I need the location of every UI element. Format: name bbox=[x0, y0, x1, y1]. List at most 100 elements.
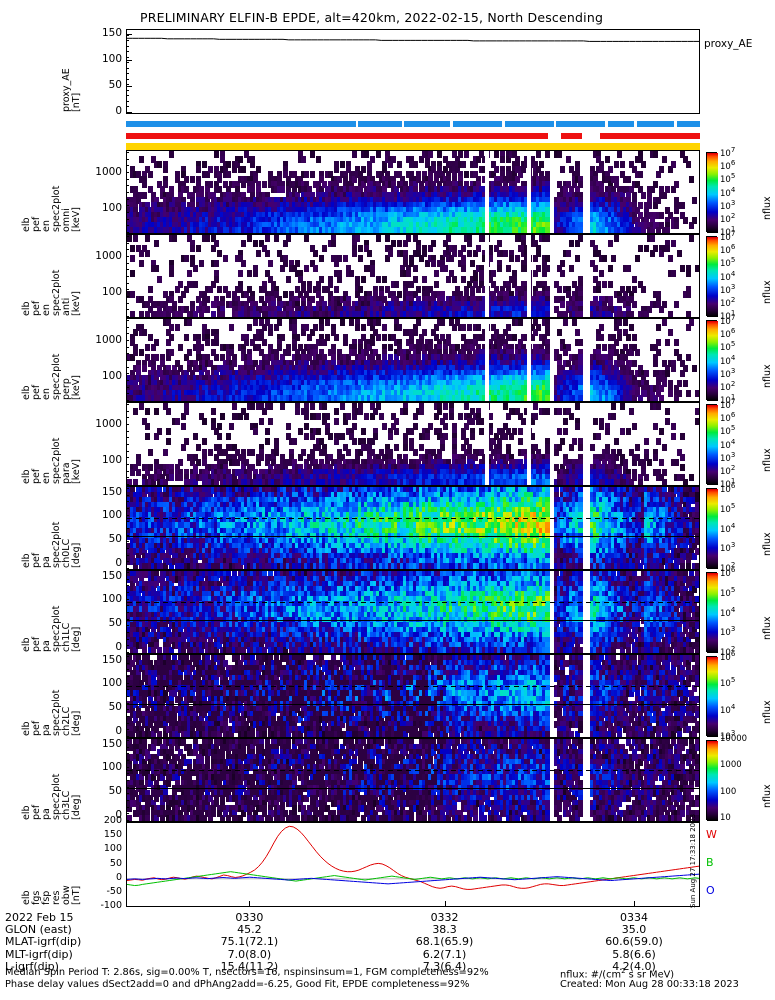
ytick-label: 150 bbox=[101, 485, 122, 498]
ytick-minor bbox=[126, 605, 129, 607]
ytick-minor bbox=[126, 689, 129, 691]
proxy-ae-line-plot bbox=[127, 30, 699, 113]
axis-label-line: [keV] bbox=[71, 291, 82, 316]
ytick-minor bbox=[126, 45, 129, 47]
colorbar bbox=[706, 488, 718, 569]
ytick-minor bbox=[126, 786, 129, 788]
xaxis-value: 7.3(6.4) bbox=[422, 959, 467, 973]
ytick-minor bbox=[126, 100, 129, 102]
ytick-minor bbox=[126, 632, 129, 633]
ytick-minor bbox=[126, 296, 129, 297]
spectrogram-image bbox=[127, 403, 699, 485]
page-title: PRELIMINARY ELFIN-B EPDE, alt=420km, 202… bbox=[140, 10, 604, 25]
ytick-minor bbox=[126, 457, 129, 459]
colorbar-tick-label: 101 bbox=[720, 477, 736, 490]
colorbar-tick-label: 104 bbox=[720, 521, 736, 535]
xtick-mark bbox=[249, 901, 251, 907]
colorbar-tick-label: 107 bbox=[720, 314, 736, 327]
colorbar-title: nflux bbox=[762, 784, 773, 808]
ytick-label: -100 bbox=[100, 900, 122, 911]
ytick-minor bbox=[126, 669, 129, 671]
colorbar-tick-label: 104 bbox=[720, 269, 736, 283]
ytick-mark bbox=[126, 60, 132, 62]
energy-spectrogram-panel bbox=[126, 234, 700, 318]
ytick-minor bbox=[126, 326, 129, 328]
ytick-minor bbox=[126, 702, 129, 704]
ytick-minor bbox=[126, 112, 129, 113]
fgm-legend-b: B bbox=[706, 856, 714, 869]
yellow-status-bar bbox=[126, 143, 700, 150]
footer-left-line1: Median Spin Period T: 2.86s, sig=0.00% T… bbox=[5, 967, 489, 978]
colorbar-tick-label: 101 bbox=[720, 309, 736, 322]
ytick-minor bbox=[126, 225, 129, 227]
status-bar-gap bbox=[547, 133, 562, 139]
ytick-minor bbox=[126, 736, 129, 737]
ytick-minor bbox=[126, 289, 129, 291]
ytick-minor bbox=[126, 185, 129, 187]
ytick-minor bbox=[126, 645, 129, 647]
axis-label-line: [deg] bbox=[71, 794, 82, 820]
ytick-minor bbox=[126, 753, 129, 755]
ytick-minor bbox=[126, 484, 129, 485]
colorbar-tick-label: 105 bbox=[720, 256, 736, 270]
xaxis-value: 4.2(4.0) bbox=[612, 959, 656, 973]
status-bar-gap bbox=[450, 121, 454, 127]
xaxis-value: 60.6(59.0) bbox=[605, 935, 663, 949]
colorbar-tick-label: 105 bbox=[720, 424, 736, 438]
footer-right-line1: nflux: #/(cm2 s sr MeV) bbox=[560, 967, 675, 981]
axis-label-line: [deg] bbox=[71, 710, 82, 736]
ytick-minor bbox=[126, 729, 129, 731]
ytick-minor bbox=[126, 722, 129, 724]
colorbar-title: nflux bbox=[762, 700, 773, 724]
pitchangle-spectrogram-panel bbox=[126, 738, 700, 822]
blue-status-bar bbox=[126, 121, 700, 127]
colorbar-tick-label: 103 bbox=[720, 541, 736, 555]
ytick-minor bbox=[126, 437, 129, 439]
ytick-minor bbox=[126, 598, 129, 600]
ytick-minor bbox=[126, 400, 129, 401]
ytick-minor bbox=[126, 152, 129, 153]
fgm-residual-plot bbox=[127, 823, 699, 906]
colorbar-tick-label: 102 bbox=[720, 463, 736, 477]
ytick-label: 50 bbox=[108, 79, 122, 92]
pitchangle-spectrogram-panel bbox=[126, 570, 700, 654]
ytick-label: 100 bbox=[101, 201, 122, 214]
ytick-mark bbox=[126, 34, 132, 36]
ytick-minor bbox=[126, 746, 129, 748]
ytick-label: 150 bbox=[101, 653, 122, 666]
ytick-minor bbox=[126, 73, 129, 75]
status-bar-gap bbox=[582, 133, 600, 139]
ytick-minor bbox=[126, 585, 129, 587]
colorbar-tick-label: 105 bbox=[720, 340, 736, 354]
colorbar-tick-label: 102 bbox=[720, 561, 736, 574]
ytick-minor bbox=[126, 205, 129, 207]
ytick-label: 1000 bbox=[95, 417, 122, 430]
ytick-minor bbox=[126, 709, 129, 711]
axis-label-line: [deg] bbox=[71, 626, 82, 652]
colorbar-tick-label: 106 bbox=[720, 650, 736, 663]
ytick-minor bbox=[126, 410, 129, 412]
colorbar-tick-label: 104 bbox=[720, 702, 736, 716]
xaxis-value: 0334 bbox=[619, 911, 648, 924]
ytick-minor bbox=[126, 508, 129, 509]
ytick-minor bbox=[126, 618, 129, 620]
ytick-minor bbox=[126, 477, 129, 479]
ytick-minor bbox=[126, 541, 129, 543]
ytick-label: 0 bbox=[115, 871, 122, 883]
ytick-minor bbox=[126, 309, 129, 311]
colorbar-tick-label: 106 bbox=[720, 243, 736, 256]
ytick-label: 1000 bbox=[95, 165, 122, 178]
ytick-minor bbox=[126, 444, 129, 445]
colorbar-title: nflux bbox=[762, 532, 773, 556]
ytick-minor bbox=[126, 249, 129, 251]
ytick-minor bbox=[126, 773, 129, 775]
colorbar-gradient bbox=[707, 237, 718, 317]
ytick-minor bbox=[126, 373, 129, 375]
xaxis-value: 45.2 bbox=[237, 923, 262, 937]
ytick-minor bbox=[126, 430, 129, 432]
colorbar bbox=[706, 404, 718, 485]
ytick-minor bbox=[126, 568, 129, 569]
colorbar-gradient bbox=[707, 489, 718, 569]
colorbar-tick-label: 1000 bbox=[720, 760, 742, 771]
ytick-minor bbox=[126, 470, 129, 472]
